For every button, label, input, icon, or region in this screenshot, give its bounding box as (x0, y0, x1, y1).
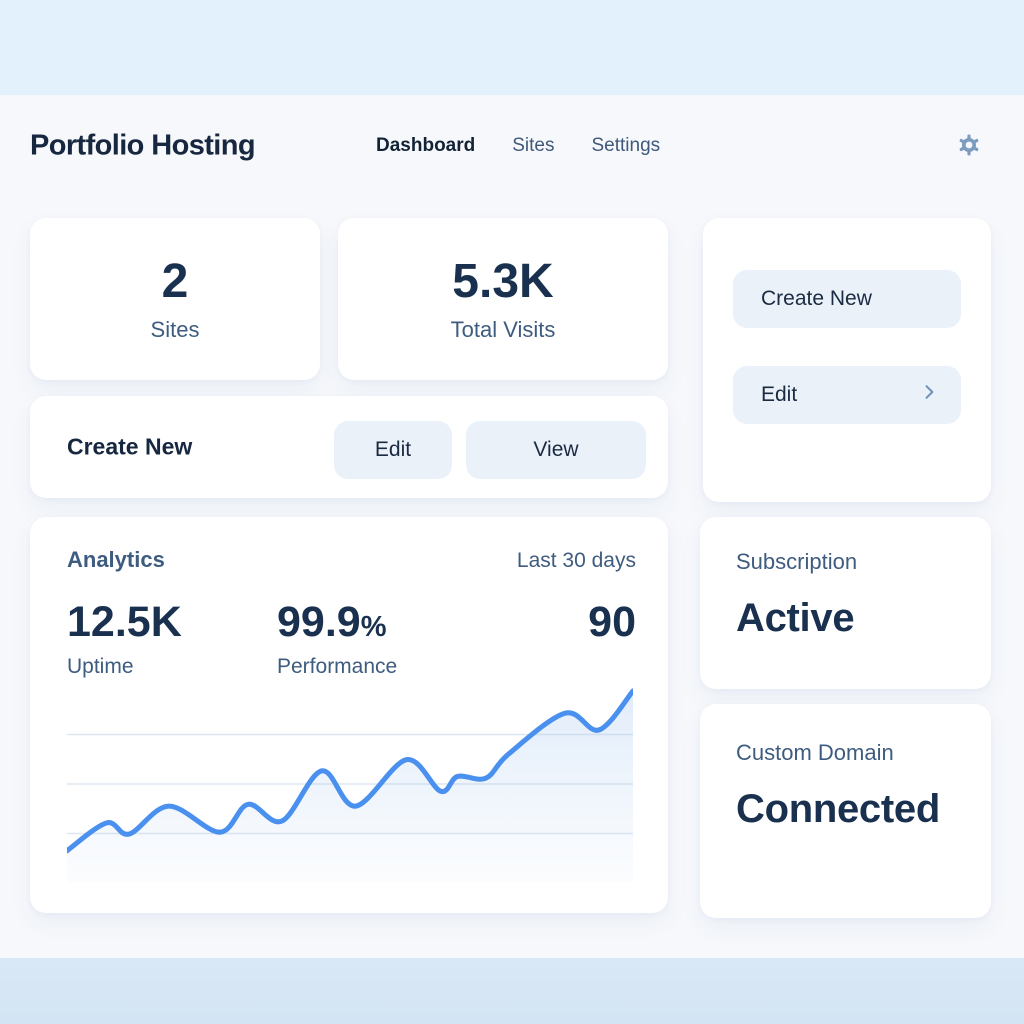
sites-count: 2 (161, 254, 189, 308)
top-strip (0, 0, 1024, 95)
metric-performance-value: 99.9% (277, 598, 387, 646)
app-title: Portfolio Hosting (30, 129, 256, 162)
analytics-header: Analytics Last 30 days (30, 517, 668, 573)
total-visits-count: 5.3K (452, 254, 554, 308)
analytics-chart (67, 685, 633, 883)
metric-score: 90 (588, 598, 636, 676)
metric-score-label (588, 655, 636, 676)
settings-gear-button[interactable] (947, 124, 991, 168)
sites-label: Sites (150, 316, 200, 342)
analytics-chart-svg (67, 688, 633, 883)
main-nav: Dashboard Sites Settings (376, 135, 660, 157)
side-edit-label: Edit (761, 383, 798, 406)
subscription-status: Active (736, 596, 855, 640)
chevron-right-icon (919, 382, 939, 408)
quick-actions-bar: Create New Edit View (30, 396, 668, 498)
quick-create-new-action[interactable]: Create New (67, 433, 193, 460)
metric-score-value: 90 (588, 598, 636, 646)
nav-item-sites[interactable]: Sites (512, 135, 555, 156)
custom-domain-status: Connected (736, 787, 940, 831)
nav-item-settings[interactable]: Settings (591, 135, 661, 156)
analytics-metrics: 12.5K Uptime 99.9% Performance 90 (30, 573, 668, 679)
quick-edit-button[interactable]: Edit (334, 421, 452, 479)
side-actions-card: Create New Edit (703, 218, 991, 502)
subscription-label: Subscription (736, 549, 858, 574)
custom-domain-label: Custom Domain (736, 740, 894, 765)
total-visits-label: Total Visits (450, 316, 556, 342)
analytics-title: Analytics (67, 547, 165, 572)
stat-card-sites: 2 Sites (30, 218, 320, 380)
chart-area-fill (67, 690, 633, 883)
nav-item-dashboard[interactable]: Dashboard (376, 135, 476, 156)
chart-line (67, 688, 633, 854)
analytics-range-label: Last 30 days (516, 549, 636, 572)
stat-card-total-visits: 5.3K Total Visits (338, 218, 668, 380)
gear-icon (957, 133, 981, 160)
subscription-card: Subscription Active (700, 517, 991, 689)
analytics-card: Analytics Last 30 days 12.5K Uptime 99.9… (30, 517, 668, 913)
metric-performance-label: Performance (277, 655, 398, 679)
side-create-new-label: Create New (761, 287, 872, 310)
metric-uptime: 12.5K Uptime (67, 598, 277, 679)
bottom-strip (0, 958, 1024, 1024)
metric-performance: 99.9% Performance (277, 598, 588, 679)
side-create-new-button[interactable]: Create New (733, 270, 961, 328)
quick-view-button[interactable]: View (466, 421, 646, 479)
metric-uptime-value: 12.5K (67, 598, 182, 646)
side-edit-button[interactable]: Edit (733, 366, 961, 424)
metric-uptime-label: Uptime (67, 655, 134, 679)
header: Portfolio Hosting Dashboard Sites Settin… (0, 95, 1024, 197)
custom-domain-card: Custom Domain Connected (700, 704, 991, 918)
